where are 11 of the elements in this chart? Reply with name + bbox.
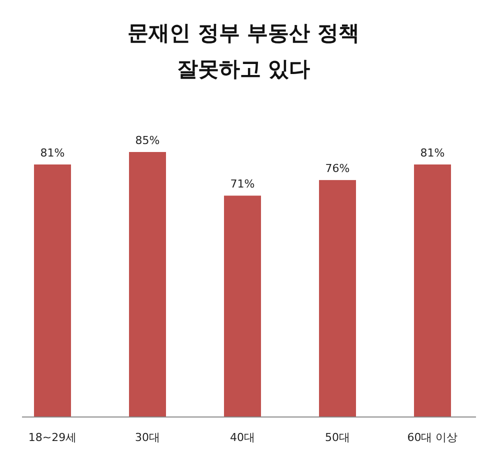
- data-label: 81%: [40, 146, 65, 160]
- x-tick-label: 30대: [135, 431, 160, 444]
- data-label: 85%: [135, 134, 160, 147]
- x-tick-label: 60대 이상: [407, 431, 458, 444]
- x-tick-label: 18~29세: [28, 431, 77, 444]
- data-label: 76%: [325, 162, 350, 176]
- x-tick-label: 50대: [325, 431, 350, 444]
- data-label: 71%: [230, 178, 255, 191]
- data-label: 81%: [420, 146, 445, 160]
- chart-title: 문재인 정부 부동산 정책 잘못하고 있다: [128, 21, 360, 81]
- x-tick-label: 40대: [230, 431, 255, 444]
